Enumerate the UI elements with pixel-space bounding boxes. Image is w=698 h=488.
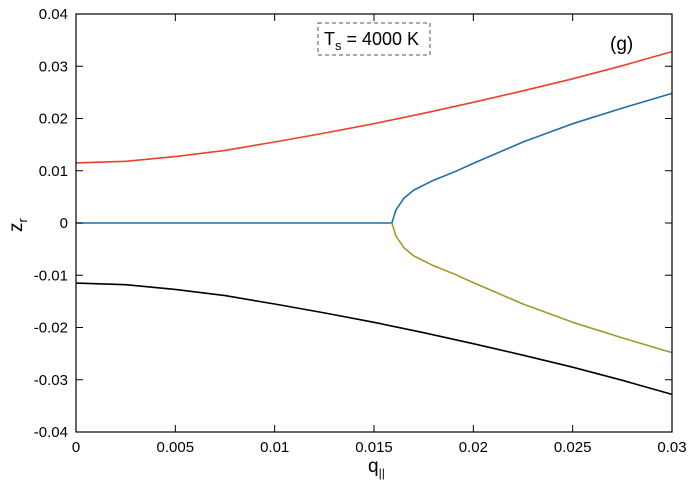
annotation-box: Ts = 4000 K [317, 22, 431, 56]
x-tick-label: 0 [72, 439, 80, 456]
x-tick-label: 0.015 [355, 439, 393, 456]
x-tick-label: 0.02 [459, 439, 488, 456]
series-line-0 [75, 50, 673, 164]
y-axis-title: zr [6, 218, 30, 233]
y-tick-label: -0.04 [34, 424, 68, 441]
x-axis-title: q|| [368, 456, 385, 480]
annotation-label: Ts = 4000 K [324, 29, 419, 53]
ticks-layer: 0 0.005 0.01 0.015 0.02 0.025 0.03 -0.04 -0.03 -0… [34, 6, 687, 456]
series-line-1 [75, 282, 673, 396]
series-layer [75, 50, 673, 396]
y-tick-label: -0.03 [34, 372, 68, 389]
x-tick-label: 0.01 [260, 439, 289, 456]
y-tick-label: 0.03 [39, 58, 68, 75]
y-tick-label: -0.02 [34, 320, 68, 337]
y-tick-label: 0 [60, 215, 68, 232]
y-tick-label: 0.01 [39, 163, 68, 180]
x-tick-label: 0.03 [657, 439, 686, 456]
y-tick-label: -0.01 [34, 267, 68, 284]
y-tick-label: 0.04 [39, 6, 68, 23]
x-tick-label: 0.025 [554, 439, 592, 456]
x-tick-label: 0.005 [157, 439, 195, 456]
series-line-2 [76, 92, 673, 224]
series-line-3 [391, 222, 673, 354]
panel-label: (g) [610, 34, 633, 55]
y-tick-label: 0.02 [39, 111, 68, 128]
